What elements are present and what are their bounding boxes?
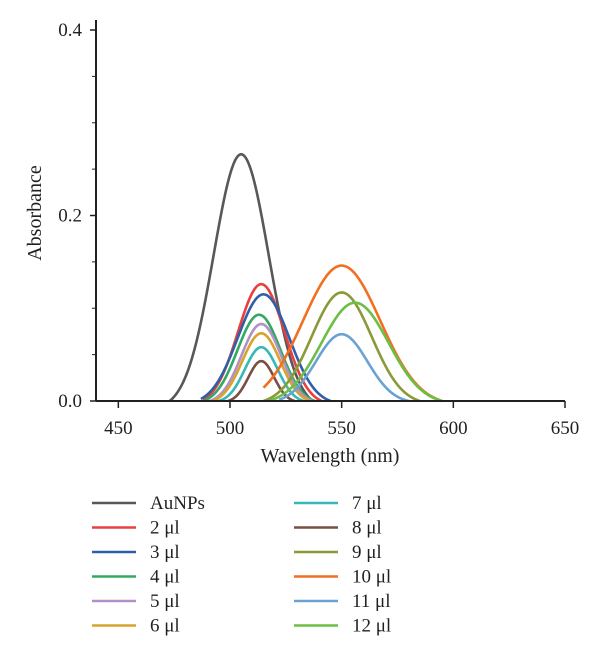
legend-label: 2 μl [150,518,180,539]
legend-label: 5 μl [150,591,180,612]
legend-label: 6 μl [150,616,180,637]
spectrum-curves [168,152,443,403]
y-tick-label: 0.2 [58,206,82,227]
series-line [278,332,410,403]
x-tick-label: 650 [551,418,580,439]
y-axis-ticks: 0.0 0.2 0.4 [58,20,96,412]
legend-label: 7 μl [352,493,382,514]
series-line [200,293,331,403]
y-axis-title: Absorbance [24,165,46,261]
legend-label: 11 μl [352,591,391,612]
plot-area: 450 500 550 600 650 0.0 0.2 0.4 Wavelength (nm… [24,20,579,467]
series-line [213,332,312,403]
x-tick-label: 600 [439,418,468,439]
x-tick-label: 550 [327,418,356,439]
legend-label: 8 μl [352,518,382,539]
x-axis-ticks: 450 500 550 600 650 [104,401,579,439]
x-axis-title: Wavelength (nm) [261,445,400,467]
legend-label: 12 μl [352,616,391,637]
legend-label: 4 μl [150,567,180,588]
series-line [263,291,421,403]
legend-label: 3 μl [150,542,180,563]
series-line [209,322,314,403]
x-tick-label: 500 [216,418,245,439]
legend: AuNPs 2 μl 3 μl 4 μl 5 μl 6 μl 7 μl 8 μl 9 μl 10 … [92,493,391,637]
series-line [204,313,316,403]
x-tick-label: 450 [104,418,133,439]
legend-label: 10 μl [352,567,391,588]
legend-label: AuNPs [150,493,205,514]
series-line [269,301,443,403]
y-tick-label: 0.4 [58,20,82,41]
legend-label: 9 μl [352,542,382,563]
y-tick-label: 0.0 [58,391,82,412]
